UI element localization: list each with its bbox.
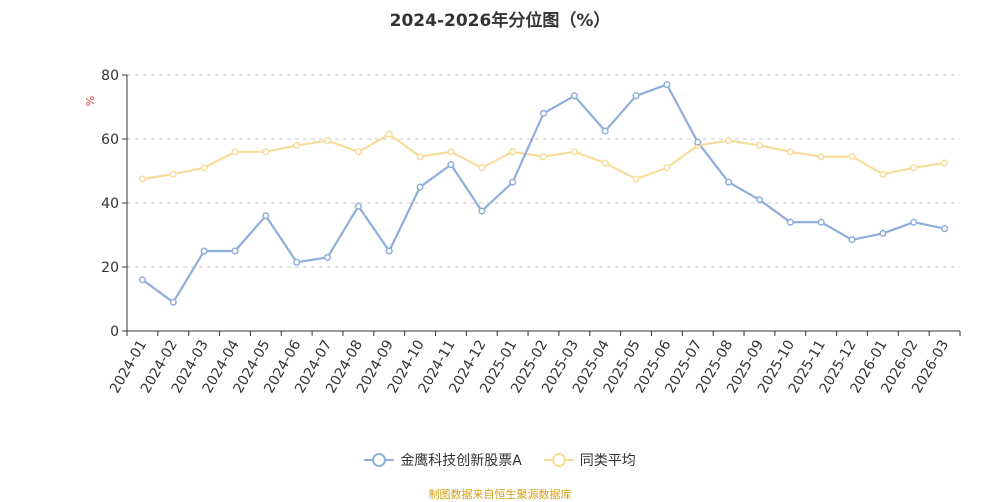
data-point-series-0	[354, 202, 362, 210]
data-point-series-0	[539, 109, 548, 117]
data-point-series-0	[910, 218, 918, 226]
data-point-series-1	[416, 153, 424, 161]
data-point-series-1	[293, 141, 301, 149]
data-point-series-0	[138, 276, 146, 284]
legend-line-circle-icon	[543, 453, 574, 467]
data-point-series-1	[385, 130, 393, 138]
data-point-series-1	[786, 148, 794, 156]
data-point-series-0	[941, 225, 949, 233]
series-line-0	[141, 83, 945, 304]
data-point-series-1	[323, 137, 332, 145]
data-point-series-0	[293, 258, 301, 266]
y-tick-label: 80	[101, 68, 119, 84]
data-point-series-1	[570, 148, 578, 156]
data-point-series-1	[447, 148, 455, 156]
data-point-series-0	[447, 161, 455, 169]
legend-item-series-a[interactable]: 金鹰科技创新股票A	[364, 450, 522, 470]
data-point-series-0	[817, 218, 825, 226]
data-point-series-1	[539, 153, 548, 161]
data-point-series-0	[848, 236, 856, 244]
data-point-series-0	[570, 92, 578, 100]
data-point-series-1	[755, 141, 764, 149]
data-point-series-0	[231, 247, 239, 255]
data-point-series-0	[694, 138, 702, 146]
legend-label-series-b: 同类平均	[579, 453, 636, 469]
y-axis-label: %	[84, 96, 97, 106]
data-point-series-1	[200, 164, 208, 172]
data-point-series-0	[385, 247, 393, 255]
chart-title: 2024-2026年分位图（%）	[389, 11, 611, 31]
y-tick-label: 40	[101, 196, 119, 212]
data-point-series-0	[663, 81, 671, 89]
data-point-series-0	[509, 178, 517, 186]
data-point-series-0	[601, 127, 609, 135]
legend-item-series-b[interactable]: 同类平均	[543, 450, 636, 470]
data-point-series-0	[169, 298, 177, 306]
legend: 金鹰科技创新股票A 同类平均	[0, 450, 1000, 470]
data-point-series-1	[848, 153, 856, 161]
data-point-series-0	[262, 212, 270, 220]
data-source-footer: 制图数据来自恒生聚源数据库	[428, 488, 572, 501]
data-point-series-0	[755, 196, 764, 204]
data-point-series-1	[601, 159, 609, 167]
data-point-series-0	[416, 183, 424, 191]
data-point-series-1	[632, 175, 640, 183]
data-point-series-1	[910, 164, 918, 172]
data-point-series-0	[200, 247, 208, 255]
data-point-series-1	[262, 148, 270, 156]
data-point-series-1	[663, 164, 671, 172]
legend-label-series-a: 金鹰科技创新股票A	[400, 453, 522, 469]
data-point-series-1	[941, 159, 949, 167]
data-point-series-1	[879, 170, 887, 178]
data-point-series-1	[817, 153, 825, 161]
data-point-series-1	[509, 148, 517, 156]
data-point-series-0	[879, 229, 887, 237]
data-point-series-1	[231, 148, 239, 156]
data-point-series-0	[632, 92, 640, 100]
data-point-series-1	[354, 148, 362, 156]
data-point-series-0	[478, 207, 486, 215]
data-point-series-0	[323, 253, 332, 261]
y-tick-label: 0	[110, 324, 119, 340]
data-point-series-1	[725, 137, 733, 145]
data-point-series-0	[786, 218, 794, 226]
y-tick-label: 20	[101, 260, 119, 276]
data-point-series-1	[169, 170, 177, 178]
data-point-series-1	[478, 164, 486, 172]
data-point-series-0	[725, 178, 733, 186]
data-point-series-1	[138, 175, 146, 183]
legend-line-circle-icon	[364, 453, 395, 467]
y-tick-label: 60	[101, 132, 119, 148]
